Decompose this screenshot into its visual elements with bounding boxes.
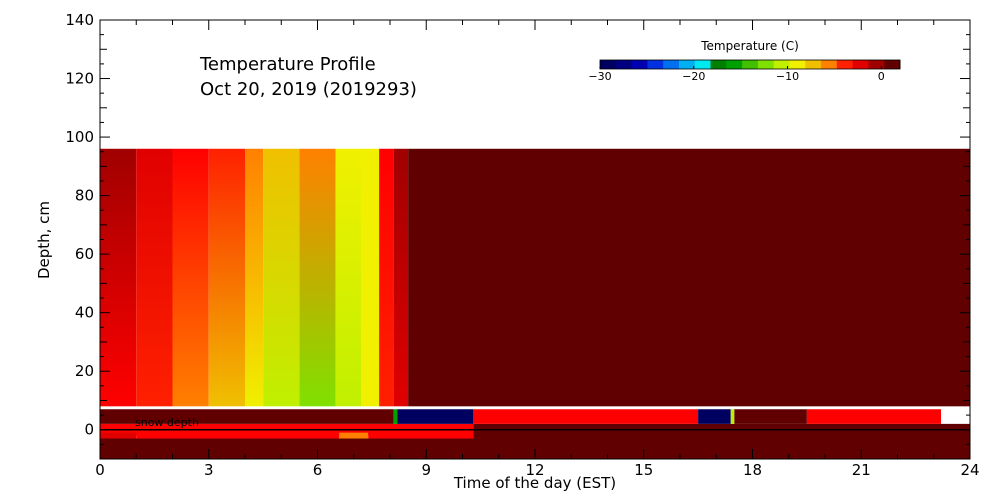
colorbar-swatch [615,60,633,69]
colorbar-tick-label: −30 [588,70,611,83]
ground-band-cell [339,432,369,439]
surface-band-cell [698,409,731,424]
chart-title-line2: Oct 20, 2019 (2019293) [200,79,417,100]
colorbar-swatch [694,60,712,69]
depth-profile-cell [393,148,409,407]
colorbar-swatch [726,60,743,69]
depth-profile-cell [408,148,970,407]
surface-band-cell [397,409,474,424]
x-tick-label: 21 [852,461,871,479]
y-tick-label: 20 [75,362,94,380]
surface-band-cell [473,409,699,424]
y-tick-label: 80 [75,187,94,205]
colorbar-swatch [789,60,806,69]
colorbar-title: Temperature (C) [700,39,799,53]
y-tick-label: 140 [65,11,94,29]
x-tick-label: 24 [960,461,979,479]
ground-band-cell [368,432,474,439]
depth-profile-cell [263,148,300,407]
x-tick-label: 3 [204,461,214,479]
y-tick-label: 0 [84,421,94,439]
colorbar-tick-label: −20 [682,70,705,83]
depth-profile-cell [100,148,137,407]
depth-profile-cell [172,148,209,407]
y-axis-label: Depth, cm [35,201,53,279]
snow-depth-annotation: snow depth [135,416,199,429]
depth-profile-cell [136,148,173,407]
colorbar-swatch [773,60,790,69]
ground-band-cell [100,432,137,439]
x-tick-label: 12 [525,461,544,479]
y-tick-label: 60 [75,245,94,263]
depth-profile-cell [335,148,361,407]
x-tick-label: 0 [95,461,105,479]
ground-band-cell [136,432,340,439]
x-tick-label: 15 [634,461,653,479]
depth-profile-cell [379,148,394,407]
y-tick-label: 120 [65,70,94,88]
axes: 0 3 6 9 12 15 18 21 24 0 20 40 60 80 100 120 140 [65,11,979,479]
colorbar-swatch [663,60,680,69]
colorbar-swatch [821,60,838,69]
colorbar-swatch [836,60,854,69]
x-axis-label: Time of the day (EST) [453,474,616,492]
surface-band-cell [734,409,807,424]
colorbar-swatch [805,60,822,69]
depth-profile-cell [208,148,245,407]
x-tick-label: 18 [743,461,762,479]
colorbar-swatch [678,60,696,69]
y-tick-label: 40 [75,304,94,322]
colorbar-swatch [710,60,727,69]
chart-title-line1: Temperature Profile [199,54,376,75]
y-tick-label: 100 [65,128,94,146]
colorbar-tick-label: 0 [878,70,885,83]
colorbar-swatch [868,60,885,69]
surface-band-cell [393,409,398,424]
colorbar: −30 −20 −10 0 [588,59,901,83]
colorbar-swatch [631,60,648,69]
ground-band-cell [473,432,970,439]
colorbar-swatch [600,60,617,69]
colorbar-swatch [742,60,759,69]
surface-band-cell [100,409,394,424]
heatmap-plot-area [100,148,970,459]
colorbar-swatch [757,60,775,69]
depth-profile-cell [361,148,380,407]
surface-band-cell [806,409,941,424]
colorbar-tick-label: −10 [776,70,799,83]
x-tick-label: 6 [313,461,323,479]
surface-band-cell [730,409,735,424]
depth-profile-cell [245,148,264,407]
colorbar-frame [599,59,901,70]
x-tick-label: 9 [421,461,431,479]
colorbar-swatch [852,60,869,69]
colorbar-swatch [647,60,664,69]
colorbar-swatch [884,60,901,69]
depth-profile-cell [299,148,336,407]
